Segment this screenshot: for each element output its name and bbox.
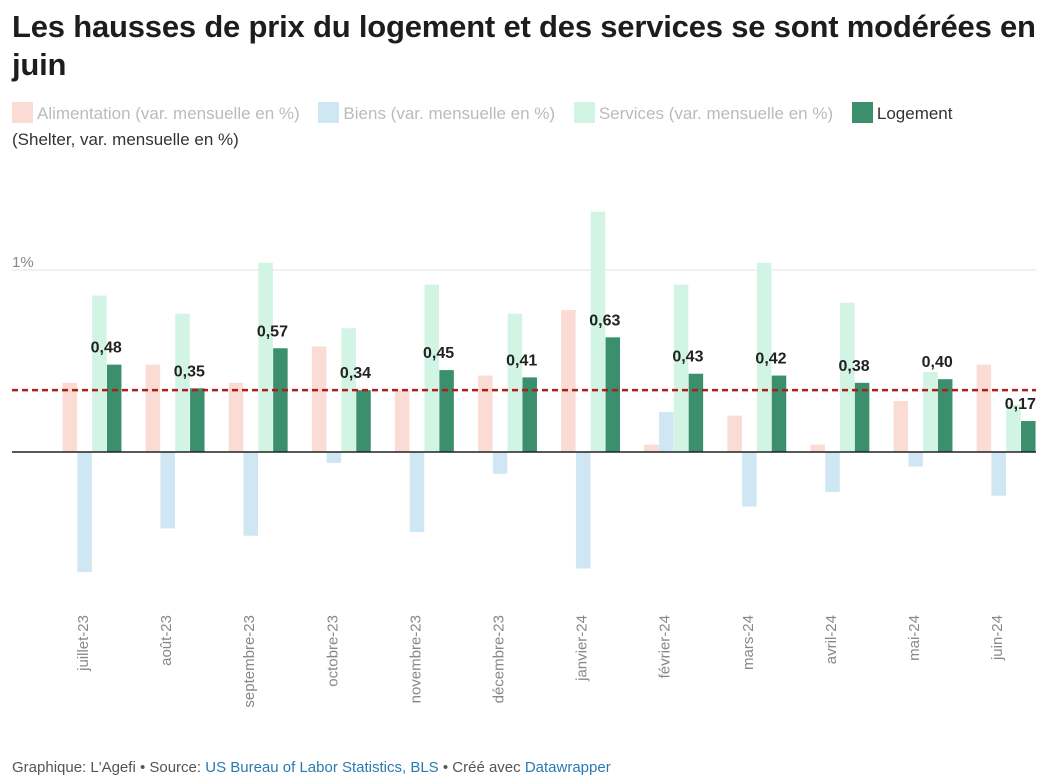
x-tick-label-8: mars-24 (740, 615, 757, 670)
legend-swatch-logement (851, 102, 873, 123)
bar-logement-0 (106, 364, 122, 452)
bar-logement-7 (688, 373, 704, 452)
data-label-logement-2: 0,57 (257, 323, 288, 340)
data-label-logement-3: 0,34 (340, 365, 371, 382)
bar-biens-6 (575, 452, 591, 569)
bar-alimentation-4 (394, 390, 410, 452)
chart-title: Les hausses de prix du logement et des s… (12, 9, 1036, 82)
data-label-logement-9: 0,38 (839, 358, 870, 375)
legend-label-biens: Biens (var. mensuelle en %) (343, 104, 556, 123)
bar-biens-10 (908, 452, 923, 467)
bar-alimentation-10 (893, 401, 909, 452)
x-tick-label-7: février-24 (657, 615, 674, 678)
data-label-logement-6: 0,63 (589, 312, 620, 329)
legend-label-logement: Logement (876, 104, 953, 123)
legend: Alimentation (var. mensuelle en %) Biens… (12, 102, 1042, 152)
legend-swatch-services (573, 102, 595, 123)
bar-biens-5 (492, 452, 508, 474)
bar-services-2 (258, 262, 273, 452)
bar-alimentation-7 (644, 444, 659, 452)
x-tick-label-3: octobre-23 (324, 615, 341, 687)
legend-item-logement[interactable]: Logement (851, 102, 953, 126)
bar-logement-5 (522, 377, 537, 452)
bar-alimentation-2 (228, 382, 244, 452)
bar-biens-8 (742, 452, 757, 507)
legend-item-biens[interactable]: Biens (var. mensuelle en %) (318, 102, 555, 126)
data-label-logement-4: 0,45 (423, 345, 454, 362)
bar-logement-10 (937, 379, 953, 452)
bar-alimentation-11 (976, 364, 992, 452)
legend-item-services[interactable]: Services (var. mensuelle en %) (573, 102, 834, 126)
bar-biens-3 (326, 452, 342, 463)
x-tick-label-2: septembre-23 (241, 615, 258, 708)
bar-services-8 (756, 262, 772, 452)
bar-biens-7 (659, 411, 674, 452)
bar-alimentation-1 (145, 364, 161, 452)
bar-biens-4 (409, 452, 425, 533)
data-label-logement-11: 0,17 (1005, 396, 1036, 413)
bar-services-4 (424, 284, 440, 452)
bar-services-5 (507, 313, 523, 452)
legend-item-alimentation[interactable]: Alimentation (var. mensuelle en %) (12, 102, 300, 126)
bar-biens-1 (160, 452, 175, 529)
x-tick-label-11: juin-24 (989, 615, 1006, 661)
legend-label-alimentation: Alimentation (var. mensuelle en %) (37, 104, 300, 123)
x-tick-label-4: novembre-23 (407, 615, 424, 703)
bar-logement-11 (1021, 421, 1036, 452)
bar-services-11 (1006, 404, 1021, 452)
bar-services-7 (673, 284, 689, 452)
footer-prefix: Graphique: L'Agefi • Source: (12, 759, 206, 776)
footer-middle: • Créé avec (438, 759, 525, 776)
bar-biens-9 (825, 452, 840, 493)
x-tick-label-1: août-23 (158, 615, 175, 666)
y-tick-label-0: 1% (12, 254, 34, 271)
data-label-logement-1: 0,35 (174, 363, 205, 380)
legend-label-services: Services (var. mensuelle en %) (598, 104, 834, 123)
bar-services-9 (840, 302, 855, 452)
bar-chart: 1% 0,48 0,35 0,57 0,34 0,45 0,41 0,63 0,43 0,42 0,… (12, 211, 1036, 708)
bar-biens-2 (243, 452, 259, 536)
bar-logement-2 (273, 348, 288, 452)
bar-biens-11 (991, 452, 1006, 496)
bar-logement-9 (854, 382, 870, 452)
bar-services-10 (923, 371, 938, 452)
x-tick-label-9: avril-24 (823, 615, 840, 664)
bar-logement-4 (439, 370, 454, 452)
legend-swatch-alimentation (12, 102, 33, 123)
x-tick-label-5: décembre-23 (490, 615, 507, 703)
legend-swatch-biens (318, 102, 340, 123)
bar-logement-1 (190, 388, 205, 452)
bar-services-3 (341, 328, 356, 452)
data-label-logement-10: 0,40 (922, 354, 953, 371)
x-tick-label-6: janvier-24 (574, 615, 591, 682)
x-tick-label-0: juillet-23 (75, 615, 92, 672)
bar-alimentation-8 (727, 415, 742, 452)
legend-note: (Shelter, var. mensuelle en %) (12, 130, 239, 149)
footer-credits: Graphique: L'Agefi • Source: US Bureau o… (12, 759, 611, 776)
data-label-logement-8: 0,42 (755, 351, 786, 368)
source-link[interactable]: US Bureau of Labor Statistics, BLS (205, 759, 439, 776)
bar-logement-6 (605, 337, 621, 452)
bar-alimentation-3 (311, 346, 327, 452)
datawrapper-link[interactable]: Datawrapper (524, 759, 611, 776)
bar-alimentation-0 (62, 382, 78, 452)
bar-services-1 (175, 313, 190, 452)
x-tick-label-10: mai-24 (906, 615, 923, 661)
data-label-logement-5: 0,41 (506, 352, 537, 369)
data-label-logement-0: 0,48 (91, 340, 122, 357)
bar-alimentation-6 (561, 310, 576, 452)
bar-services-6 (590, 211, 606, 452)
bar-logement-3 (356, 390, 371, 452)
bar-logement-8 (771, 375, 787, 452)
bar-alimentation-9 (810, 444, 825, 452)
bar-biens-0 (77, 452, 92, 573)
bar-alimentation-5 (478, 375, 493, 452)
bar-services-0 (92, 295, 107, 452)
data-label-logement-7: 0,43 (672, 349, 703, 366)
